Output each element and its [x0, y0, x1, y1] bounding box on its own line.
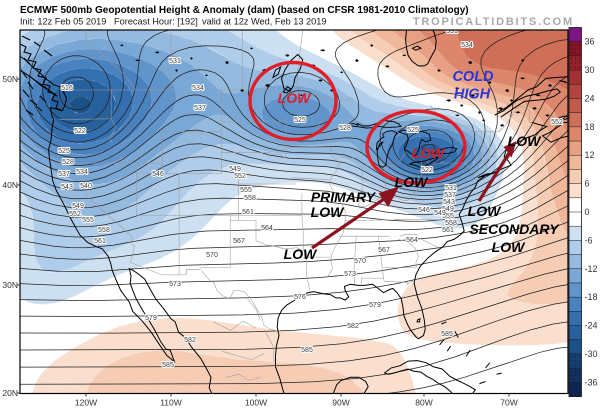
svg-text:561: 561 [94, 238, 106, 245]
svg-text:70W: 70W [500, 398, 517, 408]
svg-text:579: 579 [145, 315, 157, 322]
svg-text:LOW: LOW [278, 90, 312, 106]
svg-text:40N: 40N [2, 180, 18, 190]
svg-text:534: 534 [76, 169, 88, 176]
svg-text:LOW: LOW [395, 174, 429, 190]
svg-text:534: 534 [192, 85, 204, 92]
svg-text:531: 531 [445, 185, 457, 192]
svg-text:valid at 12z Wed, Feb 13 2019: valid at 12z Wed, Feb 13 2019 [202, 17, 326, 27]
svg-text:537: 537 [58, 171, 70, 178]
svg-text:COLD: COLD [452, 69, 494, 85]
svg-text:-36: -36 [585, 377, 598, 387]
svg-text:LOW: LOW [508, 133, 542, 149]
svg-text:546: 546 [418, 207, 430, 214]
svg-text:30N: 30N [2, 280, 18, 290]
svg-text:558: 558 [98, 227, 110, 234]
svg-text:582: 582 [184, 337, 196, 344]
svg-text:564: 564 [261, 225, 273, 232]
svg-text:0: 0 [585, 207, 590, 217]
svg-text:585: 585 [301, 347, 313, 354]
svg-text:573: 573 [169, 281, 181, 288]
svg-text:567: 567 [378, 247, 390, 254]
svg-text:552: 552 [234, 173, 246, 180]
svg-text:LOW: LOW [468, 203, 502, 219]
svg-text:585: 585 [441, 331, 453, 338]
svg-text:558: 558 [244, 195, 256, 202]
svg-text:LOW: LOW [492, 239, 526, 255]
svg-text:-6: -6 [585, 235, 593, 245]
svg-text:-24: -24 [585, 321, 598, 331]
svg-text:525: 525 [407, 127, 419, 134]
svg-text:-12: -12 [585, 264, 598, 274]
svg-text:30: 30 [585, 65, 595, 75]
svg-text:522: 522 [74, 128, 86, 135]
svg-text:570: 570 [354, 258, 366, 265]
svg-text:561: 561 [442, 227, 454, 234]
svg-text:50N: 50N [2, 74, 18, 84]
svg-text:528: 528 [339, 125, 351, 132]
svg-text:80W: 80W [415, 398, 432, 408]
svg-text:110W: 110W [160, 398, 182, 408]
svg-text:552: 552 [69, 211, 81, 218]
svg-text:561: 561 [242, 209, 254, 216]
svg-text:534: 534 [461, 42, 473, 49]
svg-text:531: 531 [169, 58, 181, 65]
svg-text:585: 585 [162, 362, 174, 369]
svg-text:528: 528 [62, 159, 74, 166]
svg-text:HIGH: HIGH [454, 87, 491, 103]
svg-text:576: 576 [294, 294, 306, 301]
svg-text:522: 522 [421, 167, 433, 174]
svg-text:LOW: LOW [284, 246, 318, 262]
svg-text:36: 36 [585, 37, 595, 47]
svg-text:543: 543 [61, 184, 73, 191]
svg-text:18: 18 [585, 122, 595, 132]
svg-text:570: 570 [206, 252, 218, 259]
svg-text:Forecast Hour: [192]: Forecast Hour: [192] [114, 17, 198, 27]
svg-text:537: 537 [444, 192, 456, 199]
svg-text:564: 564 [406, 237, 418, 244]
svg-text:555: 555 [442, 213, 454, 220]
svg-text:543: 543 [443, 199, 455, 206]
svg-text:LOW: LOW [311, 204, 345, 220]
svg-text:525: 525 [294, 117, 306, 124]
svg-text:LOW: LOW [412, 145, 446, 161]
svg-text:546: 546 [152, 171, 164, 178]
svg-text:552: 552 [551, 119, 563, 126]
svg-text:525: 525 [58, 148, 70, 155]
svg-text:555: 555 [240, 187, 252, 194]
svg-text:555: 555 [82, 217, 94, 224]
svg-text:516: 516 [61, 85, 73, 92]
svg-text:24: 24 [585, 93, 595, 103]
svg-text:549: 549 [229, 166, 241, 173]
svg-text:558: 558 [445, 220, 457, 227]
svg-text:12: 12 [585, 150, 595, 160]
svg-text:Init: 12z Feb 05 2019: Init: 12z Feb 05 2019 [20, 17, 106, 27]
svg-text:SECONDARY: SECONDARY [469, 221, 560, 237]
svg-text:540: 540 [80, 183, 92, 190]
svg-text:100W: 100W [245, 398, 267, 408]
svg-text:TROPICALTIDBITS.COM: TROPICALTIDBITS.COM [413, 16, 574, 28]
svg-text:531: 531 [446, 28, 458, 35]
svg-text:549: 549 [442, 206, 454, 213]
svg-text:582: 582 [347, 323, 359, 330]
svg-text:ECMWF 500mb Geopotential Heigh: ECMWF 500mb Geopotential Height & Anomal… [20, 5, 469, 16]
svg-text:549: 549 [434, 210, 446, 217]
svg-text:-18: -18 [585, 292, 598, 302]
svg-text:120W: 120W [75, 398, 97, 408]
svg-text:-30: -30 [585, 349, 598, 359]
svg-text:90W: 90W [332, 398, 349, 408]
svg-text:6: 6 [585, 179, 590, 189]
svg-text:537: 537 [194, 105, 206, 112]
svg-text:549: 549 [72, 203, 84, 210]
svg-text:20N: 20N [2, 388, 18, 398]
svg-text:579: 579 [369, 302, 381, 309]
svg-text:573: 573 [344, 271, 356, 278]
svg-text:567: 567 [233, 238, 245, 245]
svg-text:PRIMARY: PRIMARY [311, 189, 377, 205]
